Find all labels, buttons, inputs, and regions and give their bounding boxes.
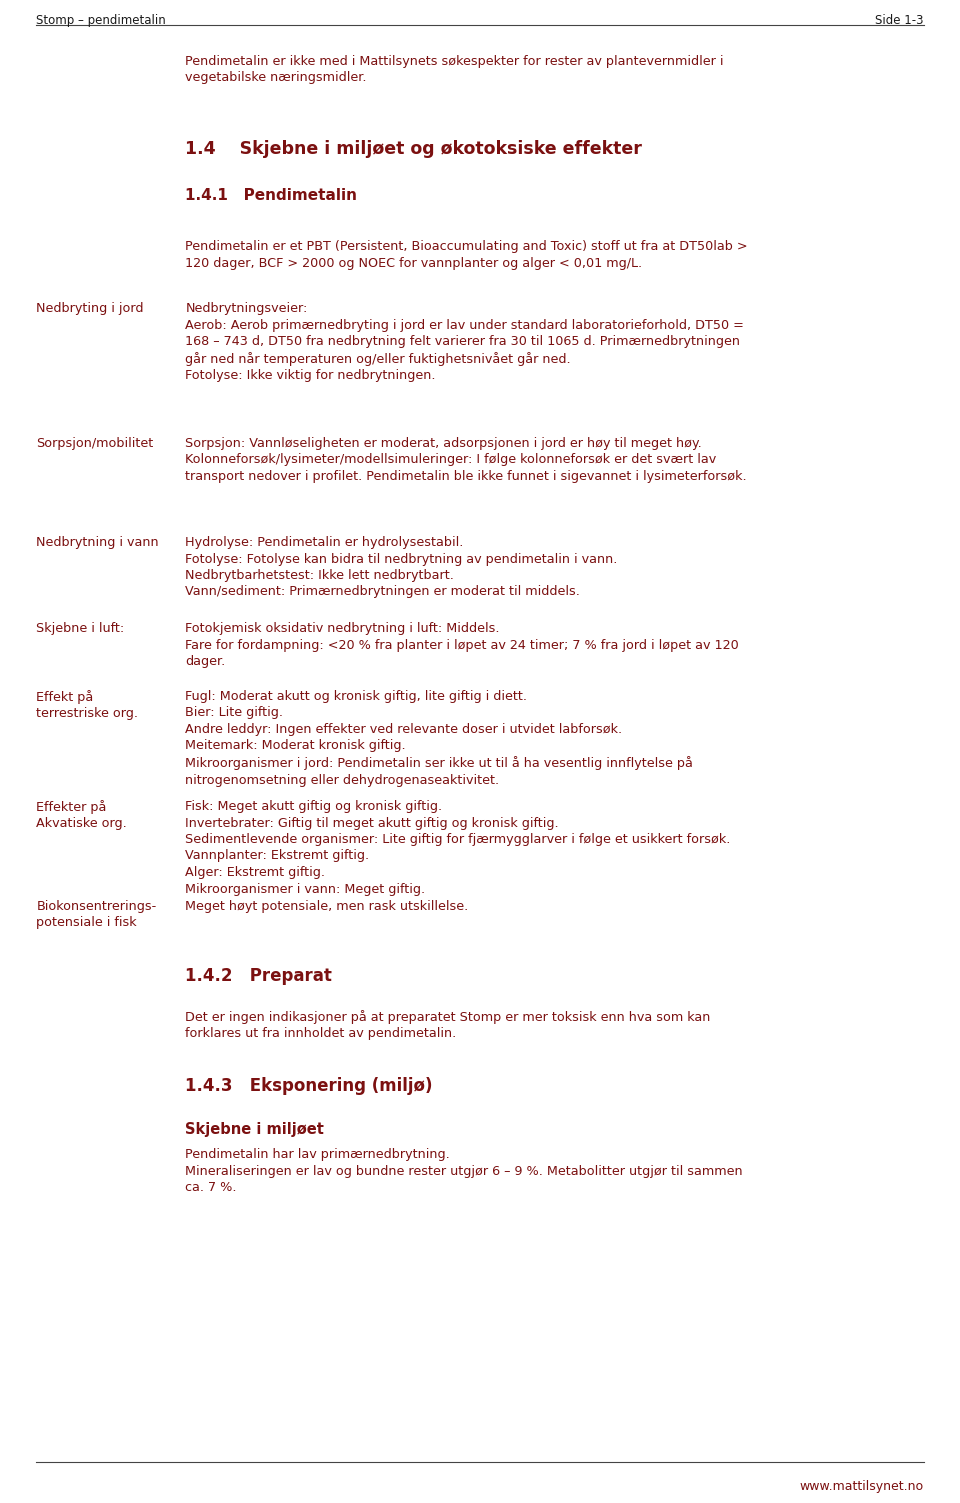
- Text: Effekt på
terrestriske org.: Effekt på terrestriske org.: [36, 690, 138, 720]
- Text: 1.4.1   Pendimetalin: 1.4.1 Pendimetalin: [185, 188, 357, 203]
- Text: Pendimetalin er ikke med i Mattilsynets søkespekter for rester av plantevernmidl: Pendimetalin er ikke med i Mattilsynets …: [185, 56, 724, 84]
- Text: Nedbrytningsveier:
Aerob: Aerob primærnedbryting i jord er lav under standard la: Nedbrytningsveier: Aerob: Aerob primærne…: [185, 302, 744, 382]
- Text: Pendimetalin har lav primærnedbrytning.
Mineraliseringen er lav og bundne rester: Pendimetalin har lav primærnedbrytning. …: [185, 1148, 743, 1193]
- Text: Sorpsjon/mobilitet: Sorpsjon/mobilitet: [36, 437, 154, 449]
- Text: Stomp – pendimetalin: Stomp – pendimetalin: [36, 14, 166, 27]
- Text: Sorpsjon: Vannløseligheten er moderat, adsorpsjonen i jord er høy til meget høy.: Sorpsjon: Vannløseligheten er moderat, a…: [185, 437, 747, 482]
- Text: Biokonsentrerings-
potensiale i fisk: Biokonsentrerings- potensiale i fisk: [36, 900, 156, 929]
- Text: 1.4.3   Eksponering (miljø): 1.4.3 Eksponering (miljø): [185, 1078, 433, 1096]
- Text: Det er ingen indikasjoner på at preparatet Stomp er mer toksisk enn hva som kan
: Det er ingen indikasjoner på at preparat…: [185, 1010, 710, 1040]
- Text: 1.4.2   Preparat: 1.4.2 Preparat: [185, 966, 332, 984]
- Text: Nedbryting i jord: Nedbryting i jord: [36, 302, 144, 316]
- Text: 1.4    Skjebne i miljøet og økotoksiske effekter: 1.4 Skjebne i miljøet og økotoksiske eff…: [185, 140, 642, 158]
- Text: Pendimetalin er et PBT (Persistent, Bioaccumulating and Toxic) stoff ut fra at D: Pendimetalin er et PBT (Persistent, Bioa…: [185, 240, 748, 269]
- Text: Effekter på
Akvatiske org.: Effekter på Akvatiske org.: [36, 800, 128, 831]
- Text: Hydrolyse: Pendimetalin er hydrolysestabil.
Fotolyse: Fotolyse kan bidra til ned: Hydrolyse: Pendimetalin er hydrolysestab…: [185, 537, 617, 598]
- Text: Fotokjemisk oksidativ nedbrytning i luft: Middels.
Fare for fordampning: <20 % f: Fotokjemisk oksidativ nedbrytning i luft…: [185, 622, 739, 667]
- Text: Skjebne i miljøet: Skjebne i miljøet: [185, 1123, 324, 1136]
- Text: Skjebne i luft:: Skjebne i luft:: [36, 622, 125, 634]
- Text: Side 1-3: Side 1-3: [875, 14, 924, 27]
- Text: Nedbrytning i vann: Nedbrytning i vann: [36, 537, 159, 549]
- Text: Fisk: Meget akutt giftig og kronisk giftig.
Invertebrater: Giftig til meget akut: Fisk: Meget akutt giftig og kronisk gift…: [185, 800, 731, 896]
- Text: Meget høyt potensiale, men rask utskillelse.: Meget høyt potensiale, men rask utskille…: [185, 900, 468, 912]
- Text: Fugl: Moderat akutt og kronisk giftig, lite giftig i diett.
Bier: Lite giftig.
A: Fugl: Moderat akutt og kronisk giftig, l…: [185, 690, 693, 786]
- Text: www.mattilsynet.no: www.mattilsynet.no: [800, 1480, 924, 1492]
